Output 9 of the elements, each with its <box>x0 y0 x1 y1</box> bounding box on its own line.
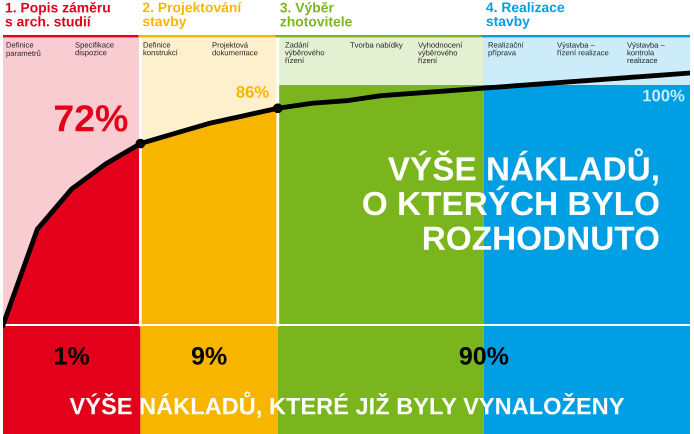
text: 9% <box>192 347 227 365</box>
text: 2. Projektování stavby <box>142 2 242 30</box>
data-label: 72% <box>54 105 128 132</box>
data-label: 100% <box>643 90 684 102</box>
text: 1% <box>55 347 90 365</box>
data-label: 86% <box>236 86 269 98</box>
text: 4. Realizace stavby <box>486 2 564 29</box>
text: 1. Popis záměru s arch. studií <box>5 2 110 26</box>
text: 3. Výběr zhotovitele <box>280 2 352 26</box>
